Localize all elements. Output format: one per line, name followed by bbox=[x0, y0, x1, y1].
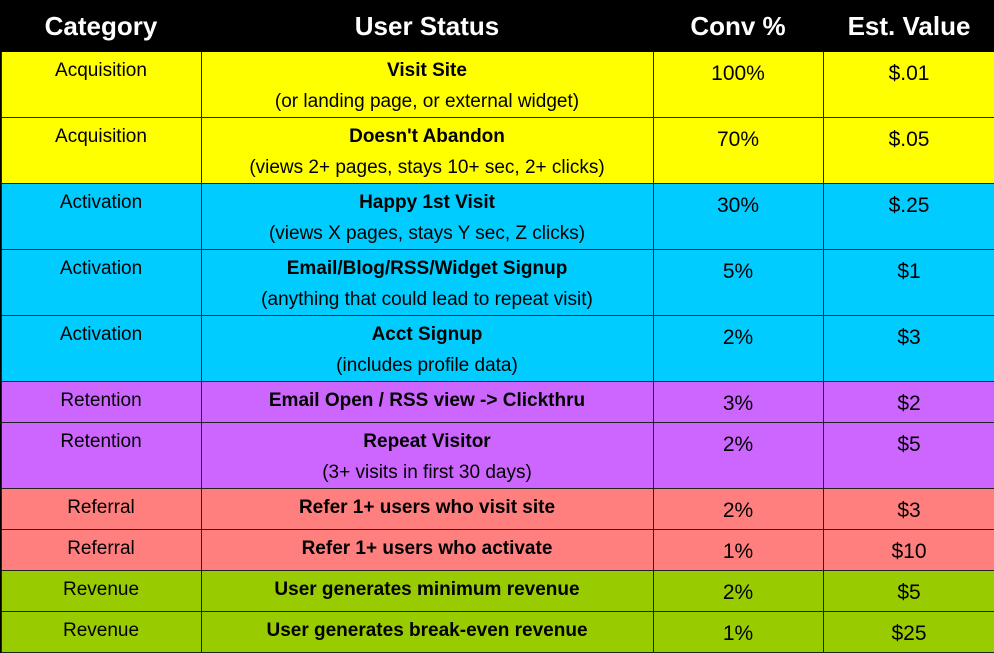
status-cell: Visit Site (or landing page, or external … bbox=[200, 50, 654, 118]
category-cell: Revenue bbox=[0, 569, 202, 612]
value-cell: $.05 bbox=[822, 116, 994, 184]
status-subtitle: (anything that could lead to repeat visi… bbox=[261, 288, 593, 310]
header-cell: Conv % bbox=[652, 0, 824, 52]
status-title: Refer 1+ users who visit site bbox=[298, 496, 556, 518]
category-cell: Retention bbox=[0, 380, 202, 423]
conv-cell: 100% bbox=[652, 50, 824, 118]
status-subtitle: (views 2+ pages, stays 10+ sec, 2+ click… bbox=[249, 156, 605, 178]
category-cell: Referral bbox=[0, 528, 202, 571]
conv-cell: 2% bbox=[652, 569, 824, 612]
category-cell: Activation bbox=[0, 314, 202, 382]
status-title: User generates minimum revenue bbox=[274, 578, 580, 600]
value-cell: $25 bbox=[822, 610, 994, 653]
status-title: Refer 1+ users who activate bbox=[301, 537, 553, 559]
table-row: Acquisition Doesn't Abandon (views 2+ page… bbox=[0, 116, 994, 184]
category-cell: Activation bbox=[0, 248, 202, 316]
value-cell: $5 bbox=[822, 421, 994, 489]
table-row: Revenue User generates break-even revenue… bbox=[0, 610, 994, 653]
category-cell: Activation bbox=[0, 182, 202, 250]
status-cell: Doesn't Abandon (views 2+ pages, stays 10… bbox=[200, 116, 654, 184]
header-cell: Category bbox=[0, 0, 202, 52]
status-title: User generates break-even revenue bbox=[266, 619, 588, 641]
conv-cell: 1% bbox=[652, 528, 824, 571]
table-row: Activation Happy 1st Visit (views X pages,… bbox=[0, 182, 994, 250]
status-cell: Email/Blog/RSS/Widget Signup (anything th… bbox=[200, 248, 654, 316]
conv-cell: 5% bbox=[652, 248, 824, 316]
value-cell: $5 bbox=[822, 569, 994, 612]
status-subtitle: (views X pages, stays Y sec, Z clicks) bbox=[268, 222, 586, 244]
value-cell: $.25 bbox=[822, 182, 994, 250]
category-cell: Revenue bbox=[0, 610, 202, 653]
header-cell: User Status bbox=[200, 0, 654, 52]
value-cell: $3 bbox=[822, 487, 994, 530]
table-row: Acquisition Visit Site (or landing page, o… bbox=[0, 50, 994, 118]
table-row: Referral Refer 1+ users who activate 1% $10 bbox=[0, 528, 994, 571]
status-title: Repeat Visitor bbox=[363, 430, 491, 452]
status-subtitle: (or landing page, or external widget) bbox=[274, 91, 580, 112]
conv-cell: 2% bbox=[652, 421, 824, 489]
table-row: Retention Repeat Visitor (3+ visits in fir… bbox=[0, 421, 994, 489]
status-title: Acct Signup bbox=[371, 323, 483, 345]
value-cell: $1 bbox=[822, 248, 994, 316]
status-cell: Repeat Visitor (3+ visits in first 30 day… bbox=[200, 421, 654, 489]
status-cell: Email Open / RSS view -> Clickthru bbox=[200, 380, 654, 423]
status-subtitle: (includes profile data) bbox=[336, 354, 518, 376]
conv-cell: 70% bbox=[652, 116, 824, 184]
status-title: Email Open / RSS view -> Clickthru bbox=[268, 389, 586, 411]
header-cell: Est. Value bbox=[822, 0, 994, 52]
status-cell: User generates minimum revenue bbox=[200, 569, 654, 612]
value-cell: $10 bbox=[822, 528, 994, 571]
value-cell: $.01 bbox=[822, 50, 994, 118]
conv-cell: 3% bbox=[652, 380, 824, 423]
table-row: Activation Email/Blog/RSS/Widget Signup (a… bbox=[0, 248, 994, 316]
category-cell: Referral bbox=[0, 487, 202, 530]
status-subtitle: (3+ visits in first 30 days) bbox=[322, 461, 532, 483]
category-cell: Acquisition bbox=[0, 50, 202, 118]
conv-cell: 2% bbox=[652, 314, 824, 382]
status-cell: Refer 1+ users who activate bbox=[200, 528, 654, 571]
table-row: Retention Email Open / RSS view -> Clickt… bbox=[0, 380, 994, 423]
value-cell: $3 bbox=[822, 314, 994, 382]
header-row: Category User Status Conv % Est. Value bbox=[0, 0, 994, 52]
status-cell: User generates break-even revenue bbox=[200, 610, 654, 653]
category-cell: Acquisition bbox=[0, 116, 202, 184]
status-cell: Acct Signup (includes profile data) bbox=[200, 314, 654, 382]
status-title: Email/Blog/RSS/Widget Signup bbox=[286, 257, 568, 279]
table-row: Revenue User generates minimum revenue 2% $… bbox=[0, 569, 994, 612]
status-title: Doesn't Abandon bbox=[349, 125, 505, 147]
value-cell: $2 bbox=[822, 380, 994, 423]
conv-cell: 30% bbox=[652, 182, 824, 250]
status-cell: Happy 1st Visit (views X pages, stays Y s… bbox=[200, 182, 654, 250]
conv-cell: 2% bbox=[652, 487, 824, 530]
status-title: Happy 1st Visit bbox=[359, 191, 495, 213]
status-cell: Refer 1+ users who visit site bbox=[200, 487, 654, 530]
status-title: Visit Site bbox=[387, 60, 467, 81]
category-cell: Retention bbox=[0, 421, 202, 489]
table-row: Referral Refer 1+ users who visit site 2% $… bbox=[0, 487, 994, 530]
conv-cell: 1% bbox=[652, 610, 824, 653]
table-row: Activation Acct Signup (includes profile d… bbox=[0, 314, 994, 382]
